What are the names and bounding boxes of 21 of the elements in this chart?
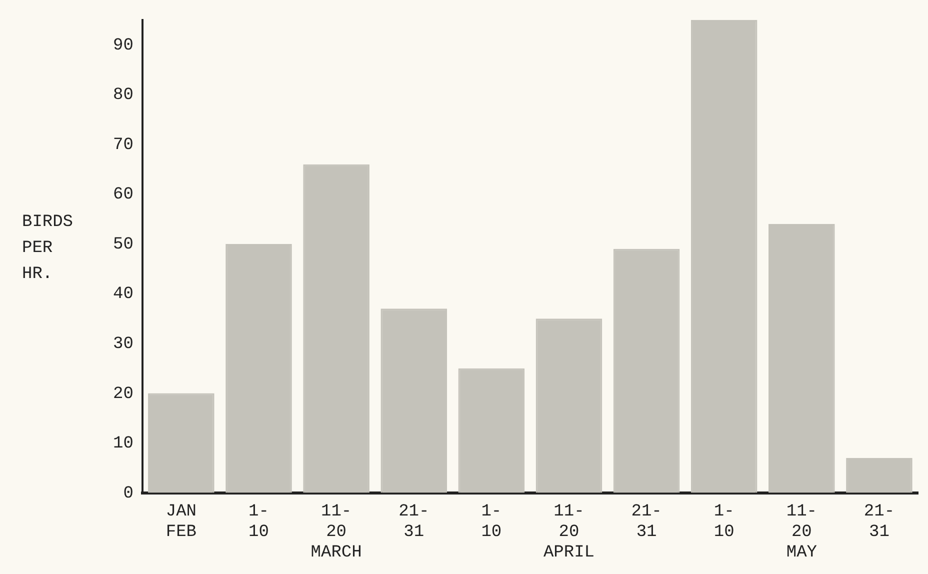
y-tick-label: 10 — [112, 434, 134, 454]
x-tick-label: 21- 31 — [631, 502, 662, 542]
x-tick-label: 11- 20 APRIL — [543, 502, 594, 562]
x-tick-label: 1- 10 — [481, 502, 502, 542]
x-tick-label: JAN FEB — [166, 502, 196, 542]
x-tick-label: 1- 10 — [714, 502, 734, 542]
y-tick-label: 80 — [112, 86, 134, 106]
x-tick-label: 21- 31 — [398, 502, 430, 542]
x-tick-label: 11- 20 MARCH — [310, 502, 362, 562]
y-tick-label: 70 — [112, 136, 134, 155]
y-tick-label: 60 — [112, 186, 134, 205]
x-tick-label: 11- 20 MAY — [786, 502, 817, 562]
y-axis-title: BIRDS PER HR. — [22, 212, 74, 286]
y-tick-label: 0 — [123, 484, 134, 504]
y-tick-label: 90 — [112, 36, 134, 56]
y-tick-label: 50 — [112, 235, 134, 254]
x-tick-label: 1- 10 — [248, 502, 269, 542]
y-tick-label: 30 — [112, 334, 134, 354]
y-tick-label: 20 — [112, 384, 134, 404]
x-tick-label: 21- 31 — [864, 502, 895, 542]
y-tick-label: 40 — [112, 285, 134, 304]
